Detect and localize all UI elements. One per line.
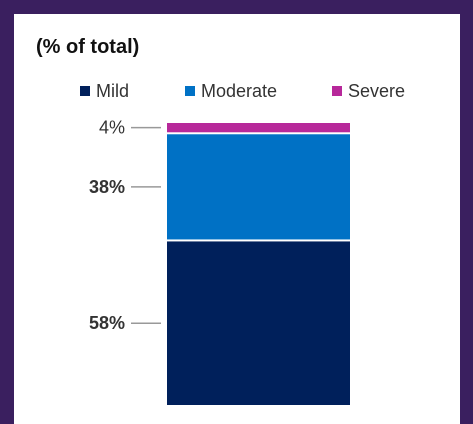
legend-label-severe: Severe — [348, 81, 406, 101]
data-label-mild: 58% — [89, 313, 125, 333]
bar-segment-moderate — [167, 134, 350, 240]
legend-swatch-severe — [332, 86, 342, 96]
data-label-severe: 4% — [99, 118, 125, 138]
legend-label-mild: Mild — [96, 81, 130, 101]
bar-segment-mild — [167, 241, 350, 405]
bar-segment-severe — [167, 123, 350, 133]
chart-title: (% of total) — [36, 36, 140, 58]
data-label-moderate: 38% — [89, 177, 125, 197]
legend-swatch-moderate — [185, 86, 195, 96]
legend-swatch-mild — [80, 86, 90, 96]
legend-label-moderate: Moderate — [201, 81, 278, 101]
